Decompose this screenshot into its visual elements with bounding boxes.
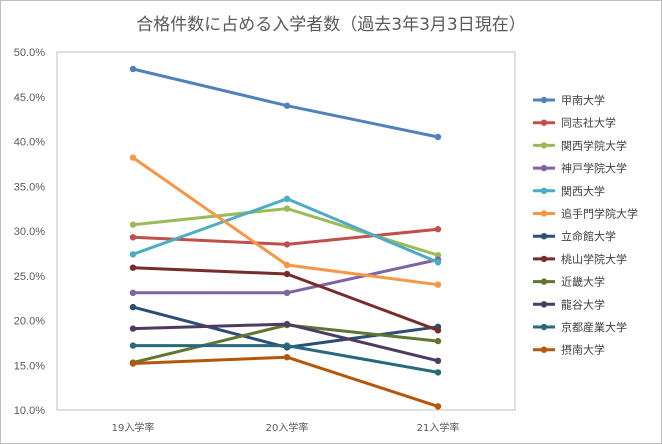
- legend: 甲南大学同志社大学関西学院大学神戸学院大学関西大学追手門学院大学立命館大学桃山学…: [533, 93, 638, 357]
- legend-marker: [540, 346, 548, 353]
- legend-label: 甲南大学: [561, 93, 605, 107]
- data-point: [283, 195, 291, 202]
- x-tick-label: 21入学率: [417, 421, 460, 434]
- legend-label: 神戸学院大学: [561, 161, 627, 175]
- y-tick-label: 40.0%: [14, 137, 45, 149]
- data-point: [434, 259, 442, 266]
- data-point: [129, 289, 137, 296]
- y-tick-label: 35.0%: [14, 181, 45, 193]
- data-point: [129, 303, 137, 311]
- data-point: [129, 154, 137, 161]
- y-tick-label: 25.0%: [14, 271, 45, 283]
- data-point: [129, 251, 137, 258]
- x-tick-label: 19入学率: [112, 421, 155, 434]
- data-point: [434, 133, 442, 141]
- legend-marker: [540, 233, 548, 240]
- legend-marker: [540, 323, 548, 331]
- data-point: [434, 337, 442, 345]
- legend-label: 京都産業大学: [561, 320, 627, 334]
- legend-marker: [540, 187, 548, 194]
- data-point: [129, 342, 137, 349]
- data-point: [434, 369, 442, 376]
- legend-marker: [540, 210, 548, 217]
- series-lines: [129, 65, 442, 410]
- legend-label: 追手門学院大学: [561, 207, 638, 221]
- legend-label: 摂南大学: [561, 343, 605, 357]
- data-point: [283, 320, 291, 328]
- data-point: [434, 403, 442, 410]
- x-tick-label: 20入学率: [266, 421, 309, 434]
- y-tick-label: 50.0%: [14, 47, 45, 59]
- data-point: [283, 241, 291, 248]
- y-tick-label: 30.0%: [14, 226, 45, 238]
- legend-label: 近畿大学: [561, 275, 605, 289]
- data-point: [283, 102, 291, 109]
- legend-marker: [540, 278, 548, 285]
- y-axis-ticks: 10.0% 15.0% 20.0% 25.0% 30.0% 35.0% 40.0% 45.0%…: [14, 47, 45, 417]
- data-point: [283, 289, 291, 296]
- legend-marker: [540, 142, 548, 149]
- data-point: [434, 226, 442, 233]
- y-tick-label: 20.0%: [14, 316, 45, 328]
- data-point: [283, 261, 291, 269]
- data-point: [283, 205, 291, 212]
- legend-label: 龍谷大学: [561, 297, 605, 311]
- data-point: [283, 270, 291, 278]
- legend-marker: [540, 255, 548, 263]
- chart-title: 合格件数に占める入学者数（過去3年3月3日現在）: [136, 15, 526, 35]
- legend-marker: [540, 164, 548, 172]
- y-tick-label: 10.0%: [14, 405, 45, 417]
- data-point: [129, 264, 137, 271]
- data-point: [283, 354, 291, 361]
- data-point: [434, 281, 442, 288]
- legend-marker: [540, 119, 548, 126]
- legend-label: 関西学院大学: [561, 138, 627, 152]
- legend-marker: [540, 301, 548, 308]
- data-point: [283, 342, 291, 349]
- data-point: [129, 325, 137, 332]
- y-tick-label: 45.0%: [14, 92, 45, 104]
- data-point: [129, 360, 137, 367]
- legend-label: 同志社大学: [561, 116, 616, 130]
- data-point: [129, 234, 137, 241]
- data-point: [434, 357, 442, 364]
- y-tick-label: 15.0%: [14, 360, 45, 372]
- legend-marker: [540, 96, 548, 104]
- data-point: [129, 221, 137, 228]
- data-point: [434, 252, 442, 259]
- legend-label: 桃山学院大学: [561, 252, 627, 266]
- legend-label: 立命館大学: [561, 229, 616, 243]
- data-point: [129, 65, 137, 73]
- data-point: [434, 327, 442, 334]
- legend-label: 関西大学: [561, 184, 605, 198]
- x-axis-ticks: 19入学率 20入学率 21入学率: [112, 421, 460, 434]
